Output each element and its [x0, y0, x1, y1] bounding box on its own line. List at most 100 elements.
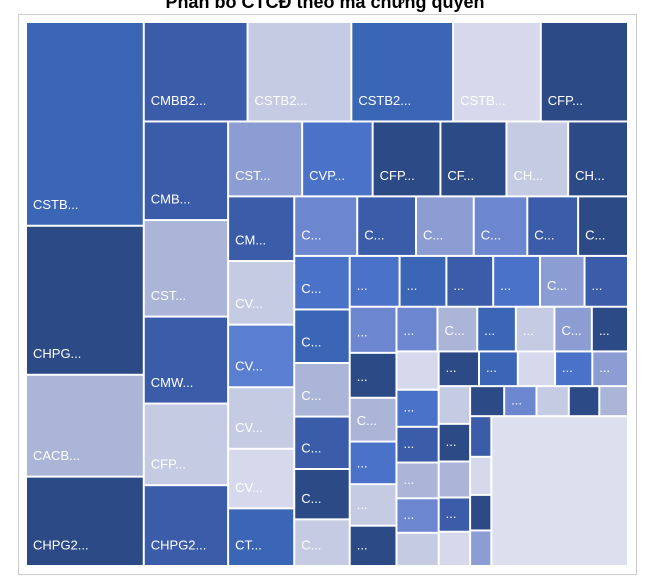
tile-label: ...: [357, 456, 368, 471]
tile-label: CV...: [235, 420, 263, 435]
tile: [541, 256, 584, 306]
tile: [471, 417, 491, 456]
tile: [439, 387, 470, 423]
tile-label: ...: [403, 323, 414, 338]
tile-label: CH...: [575, 168, 605, 183]
tile: [229, 197, 294, 261]
tile: [397, 427, 438, 462]
tile: [471, 387, 504, 416]
tile: [144, 23, 247, 121]
tile-label: CV...: [235, 480, 263, 495]
tile-label: C...: [585, 227, 605, 242]
tile-label: C...: [301, 388, 321, 403]
tile: [441, 122, 506, 196]
tile-label: ...: [407, 278, 418, 293]
tile-label: CT...: [235, 537, 262, 552]
tile: [397, 390, 438, 426]
tile: [505, 387, 536, 416]
tile: [144, 221, 228, 316]
tile-label: CV...: [235, 296, 263, 311]
tile: [229, 122, 302, 196]
tile: [229, 449, 294, 508]
tile-label: C...: [301, 281, 321, 296]
tile-label: C...: [301, 440, 321, 455]
tile-label: ...: [511, 393, 522, 408]
tile: [478, 307, 515, 351]
tile-label: ...: [523, 323, 534, 338]
tile-label: C...: [423, 227, 443, 242]
tile: [295, 470, 349, 519]
tile: [516, 307, 554, 351]
tile: [295, 520, 349, 565]
tile: [569, 122, 627, 196]
tile-label: ...: [357, 537, 368, 552]
tile: [528, 197, 578, 255]
tile-label: CSTB2...: [255, 93, 308, 108]
tile: [303, 122, 372, 196]
tile: [439, 352, 479, 386]
tile: [144, 486, 228, 565]
tile-label: CV...: [235, 359, 263, 374]
tile-label: CSTB...: [33, 197, 79, 212]
tile-label: ...: [486, 360, 497, 375]
tile: [397, 533, 438, 565]
tile: [229, 262, 294, 324]
tile: [471, 457, 491, 494]
tile-label: C...: [301, 334, 321, 349]
tile: [439, 498, 470, 531]
tile-label: CHPG...: [33, 346, 81, 361]
tile: [295, 364, 349, 416]
tile-label: C...: [561, 323, 581, 338]
tile: [350, 353, 396, 397]
tile-label: ...: [500, 278, 511, 293]
tile: [518, 352, 555, 386]
tile-label: CACB...: [33, 448, 80, 463]
tile-label: C...: [534, 227, 554, 242]
tile: [397, 352, 438, 389]
tile: [600, 387, 627, 416]
tile: [592, 307, 627, 351]
tile: [350, 256, 399, 306]
tile-label: ...: [453, 278, 464, 293]
tile-label: CMB...: [151, 192, 191, 207]
tile: [358, 197, 416, 255]
tile-label: C...: [301, 537, 321, 552]
tile-label: ...: [357, 324, 368, 339]
tile: [295, 417, 349, 469]
tile-label: C...: [301, 491, 321, 506]
tile-label: CHPG2...: [33, 537, 89, 552]
tile: [350, 485, 396, 525]
tile: [350, 307, 396, 352]
tile: [579, 197, 627, 255]
tile: [471, 495, 491, 530]
tile: [556, 352, 592, 386]
tile: [144, 404, 228, 485]
treemap: CSTB... CHPG... CACB... CHPG2... CMBB2... CST…: [27, 23, 627, 565]
tile: [480, 352, 517, 386]
tile-label: ...: [446, 506, 457, 521]
tile-label: ...: [446, 434, 457, 449]
tile: [27, 226, 143, 374]
tile-label: CFP...: [548, 93, 583, 108]
tile-label: CFP...: [151, 457, 186, 472]
tile: [397, 307, 437, 351]
tile-label: ...: [403, 400, 414, 415]
tile: [27, 477, 143, 565]
tile: [144, 122, 228, 220]
tile: [248, 23, 351, 121]
tile-label: CVP...: [309, 168, 345, 183]
plot-frame: [18, 14, 637, 575]
tile: [507, 122, 568, 196]
tile: [585, 256, 627, 306]
tile: [400, 256, 446, 306]
tile: [352, 23, 453, 121]
tile-label: CSTB2...: [358, 93, 411, 108]
tile: [555, 307, 591, 351]
tile-label: C...: [444, 323, 464, 338]
tile: [295, 197, 357, 255]
tile: [27, 23, 143, 225]
tile-label: ...: [562, 360, 573, 375]
tile-label: CHPG2...: [151, 537, 207, 552]
tile: [471, 531, 491, 565]
